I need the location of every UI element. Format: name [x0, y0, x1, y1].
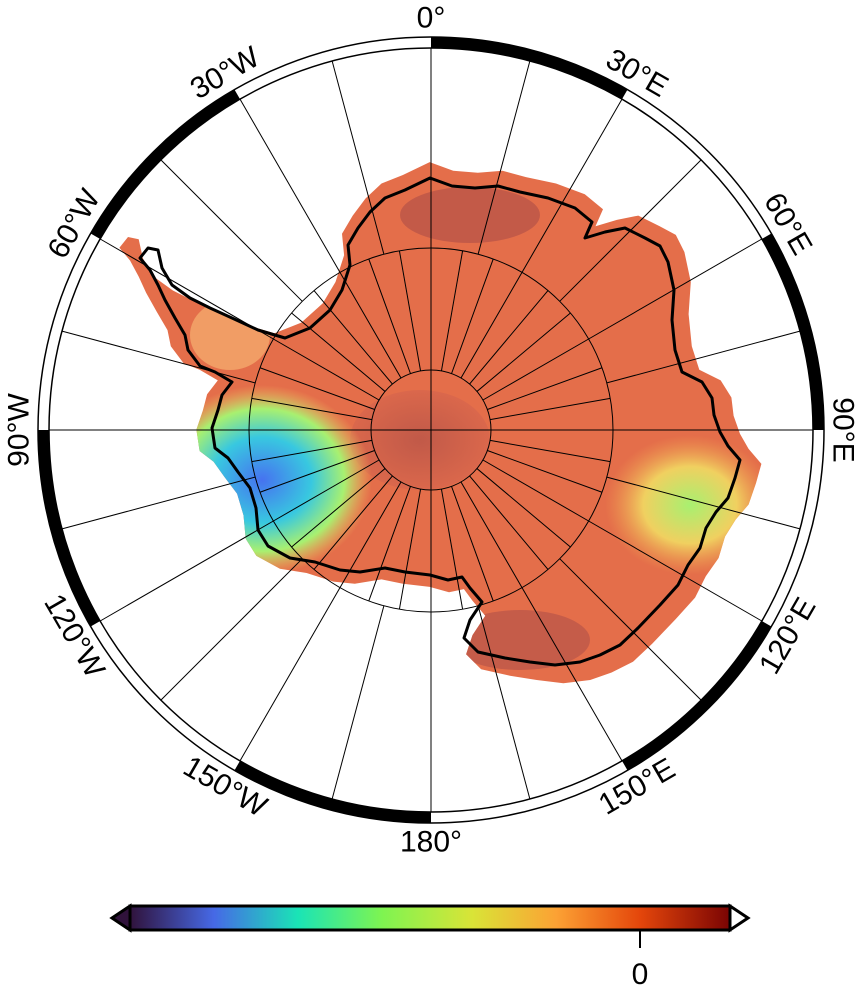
meridian-inner: [368, 486, 411, 602]
meridian-inner: [273, 338, 380, 401]
meridian-outer: [606, 476, 801, 530]
meridian-inner: [451, 486, 494, 602]
meridian-inner: [273, 459, 380, 522]
meridian-outer: [521, 98, 623, 273]
meridian-inner: [291, 312, 386, 392]
meridian-inner: [313, 290, 393, 385]
colorbar-tick-label: 0: [632, 958, 649, 986]
meridian-inner: [440, 489, 464, 610]
data-field: [119, 162, 762, 684]
meridian-outer: [331, 60, 385, 255]
antarctica-coastline: [138, 176, 742, 667]
meridian-inner: [476, 312, 571, 392]
meridian-outer: [239, 98, 341, 273]
meridian-inner: [487, 450, 603, 493]
frame-segment: [761, 233, 824, 431]
meridian-inner: [490, 397, 611, 421]
meridian-outer: [559, 558, 702, 701]
meridian-inner: [368, 258, 411, 374]
meridian-outer: [477, 605, 531, 800]
graticule: [49, 48, 813, 812]
meridian-outer: [588, 520, 763, 622]
frame-segment: [90, 89, 241, 240]
field-anomaly-west-light: [190, 300, 270, 370]
meridian-inner: [251, 397, 372, 421]
meridian-inner: [460, 272, 523, 379]
field-dark-pole: [350, 390, 490, 490]
meridian-inner: [476, 468, 571, 548]
colorbar-extend-high: [728, 903, 751, 933]
meridian-outer: [477, 60, 531, 255]
meridian-outer: [61, 476, 256, 530]
colorbar-extend-low: [109, 903, 132, 933]
meridian-inner: [251, 439, 372, 463]
frame-segment: [234, 760, 432, 823]
meridian-outer: [61, 330, 256, 384]
longitude-label: 0°: [417, 2, 446, 35]
longitude-label: 90°E: [827, 397, 860, 462]
meridian-inner: [460, 481, 523, 588]
meridian-inner: [259, 367, 375, 410]
field-dark-northwest: [400, 187, 540, 243]
meridian-inner: [440, 250, 464, 371]
frame-segment: [38, 429, 101, 627]
meridian-outer: [99, 520, 274, 622]
longitude-label: 120°W: [37, 589, 111, 684]
meridian-inner: [339, 272, 402, 379]
meridian-inner: [469, 290, 549, 385]
meridian-inner: [398, 489, 422, 610]
meridian-inner: [313, 475, 393, 570]
meridian-outer: [331, 605, 385, 800]
meridian-inner: [398, 250, 422, 371]
meridian-inner: [487, 367, 603, 410]
meridian-outer: [160, 159, 303, 302]
meridian-inner: [291, 468, 386, 548]
frame-segment: [430, 37, 628, 100]
longitude-label: 90°W: [3, 392, 36, 466]
meridian-inner: [490, 439, 611, 463]
meridian-inner: [451, 258, 494, 374]
meridian-inner: [482, 459, 589, 522]
meridian-inner: [469, 475, 549, 570]
meridian-outer: [521, 587, 623, 762]
meridian-outer: [160, 558, 303, 701]
meridian-outer: [606, 330, 801, 384]
frame-segment: [621, 620, 772, 771]
meridian-inner: [482, 338, 589, 401]
colorbar-ramp: [128, 904, 732, 932]
longitude-label: 180°: [400, 826, 462, 859]
colorbar: 0: [109, 903, 751, 986]
field-anomaly-east: [605, 435, 762, 575]
meridian-inner: [259, 450, 375, 493]
meridian-outer: [239, 587, 341, 762]
longitude-label: 150°W: [178, 750, 273, 824]
